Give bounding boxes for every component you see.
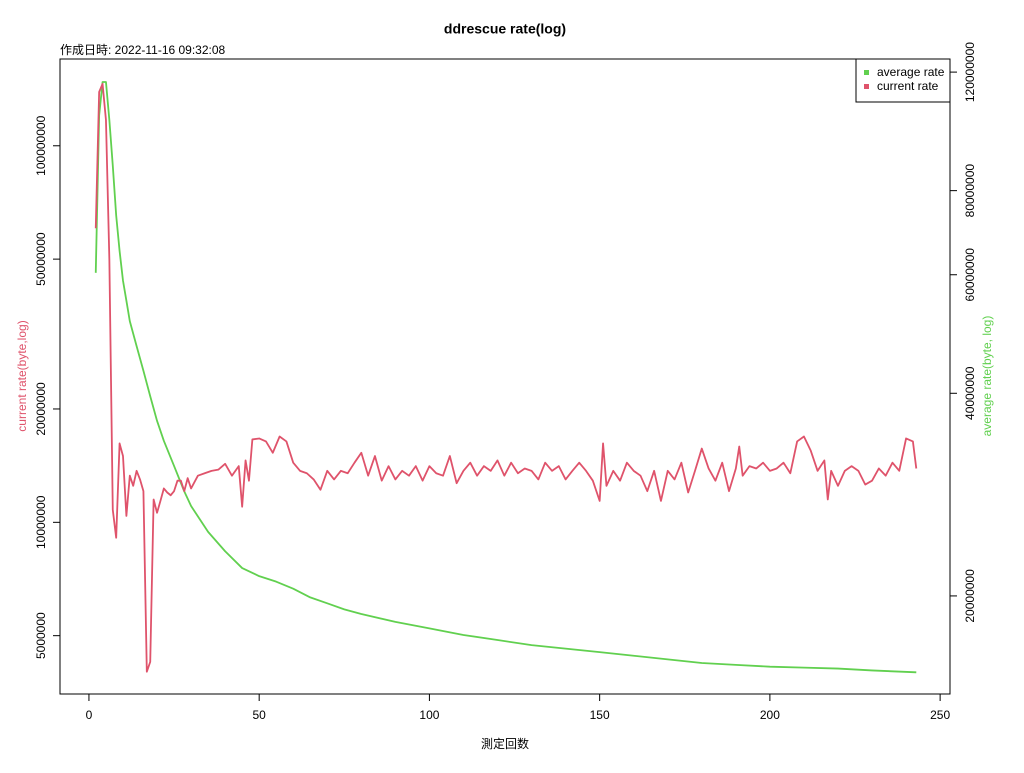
legend-label: average rate bbox=[877, 65, 945, 79]
legend-box bbox=[855, 58, 951, 103]
y2-tick-label: 40000000 bbox=[963, 366, 977, 420]
y-tick-label: 10000000 bbox=[34, 495, 48, 549]
y2-tick-label: 60000000 bbox=[963, 248, 977, 302]
data-line bbox=[94, 81, 917, 674]
y2-tick-label: 20000000 bbox=[963, 569, 977, 623]
legend-label: current rate bbox=[877, 79, 939, 93]
y2-tick-label: 80000000 bbox=[963, 164, 977, 218]
chart-title: ddrescue rate(log) bbox=[444, 21, 566, 37]
plot-area bbox=[94, 81, 918, 674]
y-tick-label: 5000000 bbox=[34, 612, 48, 659]
legend-swatch bbox=[864, 84, 869, 89]
subtitle: 作成日時: 2022-11-16 09:32:08 bbox=[60, 43, 226, 57]
plot-frame bbox=[59, 58, 951, 695]
x-tick-label: 0 bbox=[86, 708, 93, 722]
y-tick-label: 50000000 bbox=[34, 232, 48, 286]
x-tick-label: 200 bbox=[760, 708, 780, 722]
y-tick-label: 20000000 bbox=[34, 382, 48, 436]
x-tick-label: 50 bbox=[252, 708, 266, 722]
x-tick-label: 100 bbox=[419, 708, 439, 722]
y2-tick-label: 120000000 bbox=[963, 42, 977, 102]
x-tick-label: 150 bbox=[590, 708, 610, 722]
data-line bbox=[94, 82, 918, 673]
y-axis-label: current rate(byte,log) bbox=[15, 320, 29, 431]
x-axis-label: 測定回数 bbox=[481, 736, 529, 751]
y2-axis-label: average rate(byte, log) bbox=[980, 316, 994, 437]
y-tick-label: 100000000 bbox=[34, 115, 48, 175]
x-tick-label: 250 bbox=[930, 708, 950, 722]
legend-swatch bbox=[864, 70, 869, 75]
